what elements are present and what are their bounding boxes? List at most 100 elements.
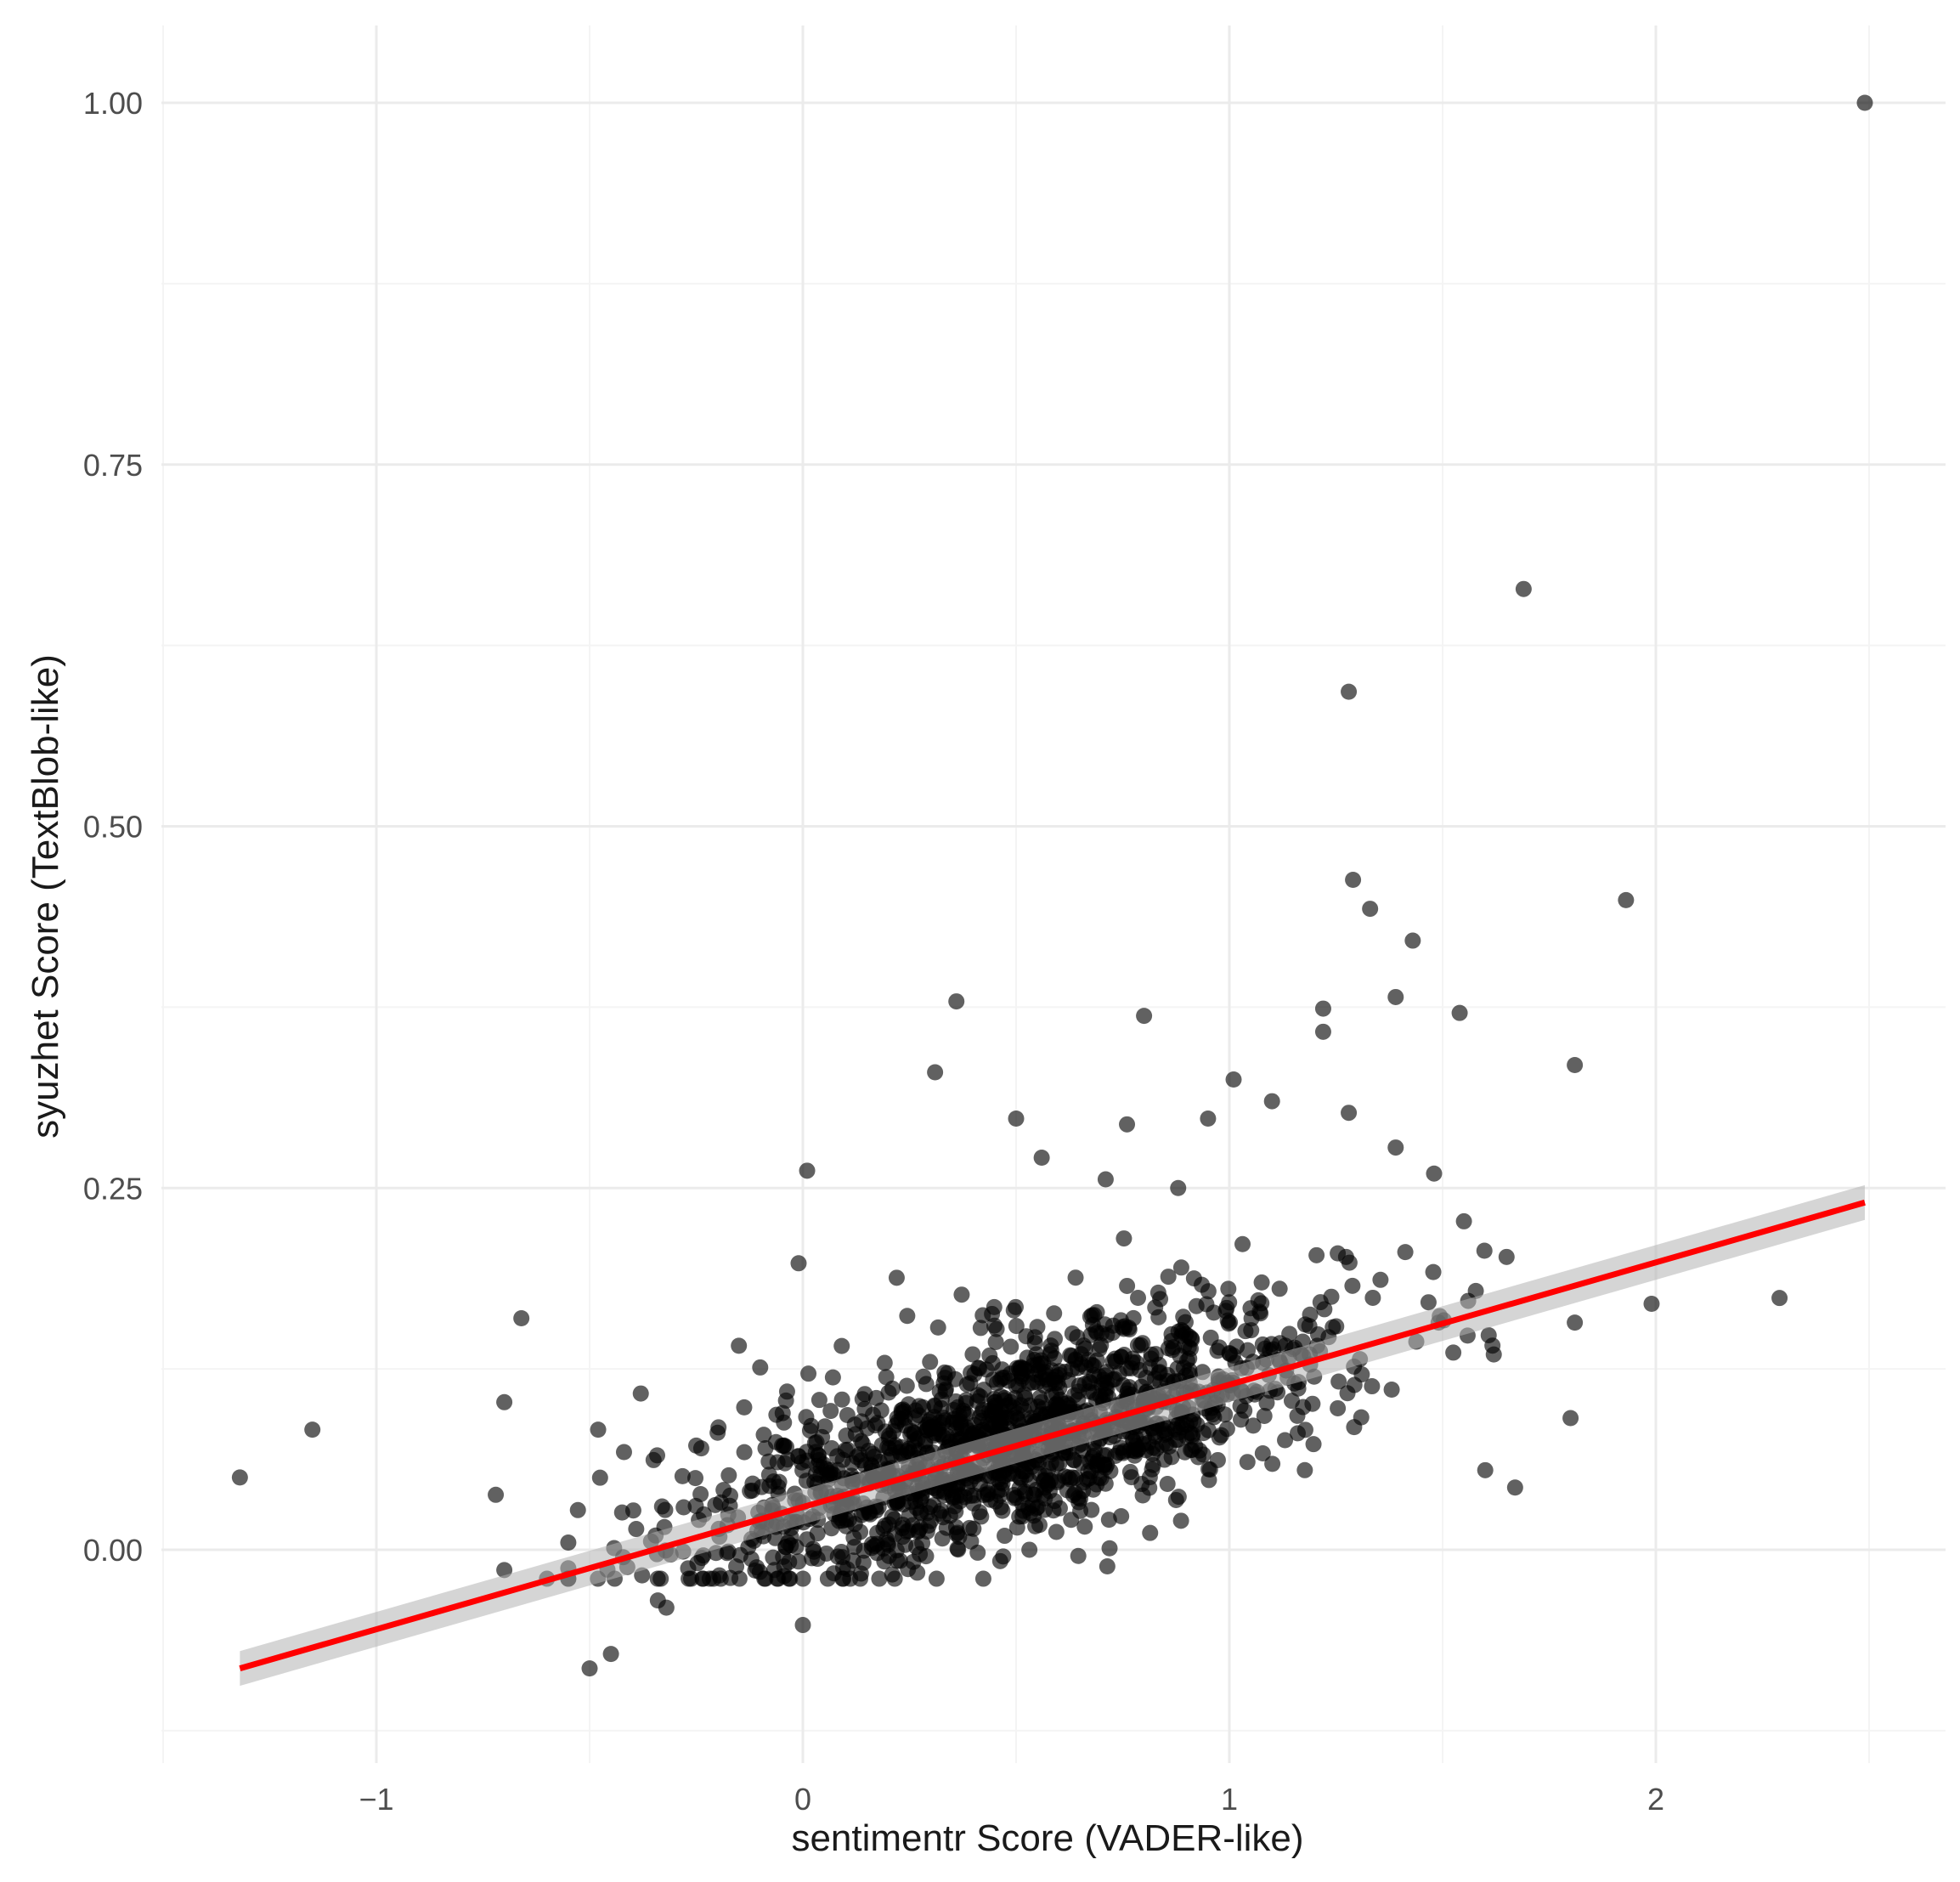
data-point bbox=[1485, 1346, 1502, 1363]
data-point bbox=[1243, 1322, 1260, 1339]
data-point bbox=[731, 1337, 748, 1354]
data-point bbox=[1138, 1369, 1155, 1386]
data-point bbox=[1218, 1299, 1235, 1316]
data-point bbox=[933, 1399, 950, 1416]
data-point bbox=[1314, 1023, 1331, 1040]
data-point bbox=[1084, 1450, 1101, 1467]
data-point bbox=[811, 1392, 827, 1409]
data-point bbox=[993, 1481, 1010, 1498]
data-point bbox=[1404, 932, 1421, 949]
data-point bbox=[1170, 1179, 1187, 1196]
data-point bbox=[1341, 683, 1358, 700]
data-point bbox=[935, 1509, 952, 1526]
fit-line bbox=[239, 1199, 1866, 1672]
data-point bbox=[1383, 1381, 1400, 1398]
y-axis-title: syuzhet Score (TextBlob-like) bbox=[25, 654, 66, 1139]
data-point bbox=[1116, 1230, 1133, 1247]
data-point bbox=[1643, 1295, 1660, 1312]
data-point bbox=[1341, 1254, 1358, 1271]
data-point bbox=[973, 1508, 990, 1525]
data-point bbox=[777, 1438, 794, 1455]
data-point bbox=[838, 1427, 855, 1444]
data-point bbox=[1296, 1316, 1313, 1333]
data-point bbox=[915, 1368, 932, 1385]
data-point bbox=[1856, 94, 1873, 111]
data-point bbox=[1064, 1469, 1081, 1486]
data-point bbox=[1083, 1501, 1100, 1518]
data-point bbox=[1562, 1410, 1579, 1427]
y-tick-label: 0.25 bbox=[83, 1171, 143, 1206]
data-point bbox=[1099, 1558, 1116, 1575]
data-point bbox=[1567, 1056, 1584, 1073]
data-point bbox=[1082, 1308, 1099, 1325]
data-point bbox=[744, 1475, 761, 1492]
regression-fit bbox=[239, 1184, 1866, 1687]
data-point bbox=[986, 1317, 1003, 1334]
data-point bbox=[790, 1255, 807, 1272]
data-point bbox=[860, 1442, 877, 1459]
data-point bbox=[994, 1410, 1011, 1427]
data-point bbox=[1078, 1471, 1095, 1488]
data-point bbox=[1344, 1277, 1361, 1294]
data-point bbox=[948, 993, 965, 1010]
data-point bbox=[681, 1570, 698, 1587]
data-point bbox=[894, 1529, 911, 1546]
data-point bbox=[1149, 1284, 1166, 1301]
data-point bbox=[1165, 1339, 1182, 1356]
data-point bbox=[996, 1468, 1013, 1485]
data-point bbox=[807, 1466, 824, 1483]
data-point bbox=[1115, 1376, 1132, 1393]
data-point bbox=[1032, 1355, 1049, 1372]
data-point bbox=[1073, 1346, 1090, 1363]
data-point bbox=[628, 1521, 645, 1538]
data-point bbox=[1048, 1396, 1065, 1413]
data-point bbox=[1362, 901, 1379, 918]
data-point bbox=[1113, 1348, 1130, 1365]
data-point bbox=[782, 1537, 799, 1554]
data-point bbox=[853, 1413, 870, 1430]
data-point bbox=[880, 1384, 897, 1401]
data-point bbox=[1234, 1235, 1251, 1252]
data-point bbox=[1283, 1393, 1300, 1410]
data-point bbox=[1233, 1411, 1250, 1428]
data-point bbox=[988, 1375, 1005, 1392]
data-point bbox=[1387, 1139, 1404, 1156]
data-point bbox=[632, 1385, 649, 1402]
data-point bbox=[1618, 891, 1635, 908]
data-point bbox=[713, 1494, 730, 1511]
data-point bbox=[869, 1415, 886, 1432]
data-point bbox=[833, 1391, 850, 1408]
data-point bbox=[1229, 1338, 1245, 1355]
data-point bbox=[1177, 1314, 1194, 1331]
data-point bbox=[581, 1660, 598, 1677]
data-point bbox=[1277, 1337, 1294, 1354]
data-point bbox=[1163, 1449, 1180, 1466]
data-point bbox=[688, 1437, 704, 1454]
data-point bbox=[1567, 1314, 1584, 1331]
data-point bbox=[790, 1448, 807, 1465]
data-point bbox=[1200, 1421, 1217, 1438]
data-point bbox=[1167, 1491, 1184, 1508]
axis-ticks: −1 0 1 2 0.00 0.25 0.50 0.75 1.00 bbox=[83, 86, 1664, 1817]
data-point bbox=[1046, 1305, 1063, 1322]
data-point bbox=[776, 1414, 793, 1431]
data-point bbox=[782, 1570, 799, 1587]
data-point bbox=[1420, 1294, 1437, 1311]
data-point bbox=[1121, 1463, 1138, 1480]
data-point bbox=[752, 1359, 769, 1376]
data-point bbox=[1425, 1263, 1442, 1280]
data-point bbox=[1048, 1523, 1065, 1540]
data-point bbox=[1191, 1442, 1208, 1459]
data-point bbox=[720, 1467, 737, 1484]
data-point bbox=[921, 1419, 938, 1436]
data-point bbox=[1296, 1421, 1313, 1438]
data-point bbox=[800, 1365, 817, 1382]
data-point bbox=[873, 1402, 890, 1419]
data-point bbox=[824, 1369, 841, 1386]
data-point bbox=[909, 1564, 926, 1581]
data-point bbox=[1147, 1299, 1164, 1316]
data-point bbox=[591, 1469, 608, 1486]
data-point bbox=[1202, 1329, 1219, 1346]
data-point bbox=[687, 1497, 704, 1514]
data-point bbox=[934, 1530, 951, 1547]
